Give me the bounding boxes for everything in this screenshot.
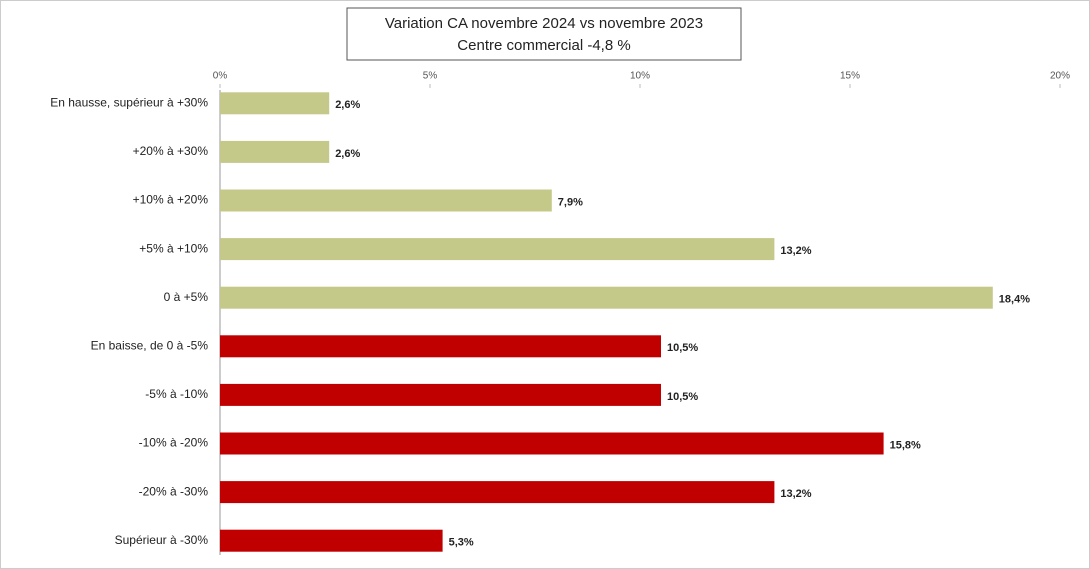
- y-tick-label: +20% à +30%: [133, 144, 209, 158]
- value-label: 2,6%: [335, 148, 360, 160]
- y-tick-label: En baisse, de 0 à -5%: [91, 338, 209, 352]
- value-label: 13,2%: [780, 245, 811, 257]
- y-tick-label: Supérieur à -30%: [115, 533, 209, 547]
- y-tick-label: -5% à -10%: [145, 387, 208, 401]
- bar: [220, 286, 993, 309]
- chart-subtitle: Centre commercial -4,8 %: [457, 37, 630, 54]
- y-tick-label: -20% à -30%: [139, 484, 209, 498]
- bar: [220, 335, 661, 358]
- title-box: [346, 7, 742, 61]
- x-tick-label: 15%: [840, 71, 860, 82]
- value-label: 13,2%: [780, 488, 811, 500]
- value-label: 15,8%: [890, 439, 921, 451]
- bar: [220, 140, 330, 163]
- bar: [220, 189, 552, 212]
- value-label: 10,5%: [667, 342, 698, 354]
- value-label: 18,4%: [999, 294, 1030, 306]
- bar: [220, 481, 775, 504]
- x-tick-label: 10%: [630, 71, 650, 82]
- bar: [220, 383, 661, 406]
- value-label: 7,9%: [558, 196, 583, 208]
- y-tick-label: -10% à -20%: [139, 436, 209, 450]
- bar: [220, 529, 443, 552]
- y-tick-label: 0 à +5%: [164, 290, 209, 304]
- value-label: 2,6%: [335, 99, 360, 111]
- bar: [220, 92, 330, 115]
- x-tick-label: 5%: [423, 71, 438, 82]
- y-tick-label: +10% à +20%: [133, 193, 209, 207]
- chart-title: Variation CA novembre 2024 vs novembre 2…: [385, 15, 703, 32]
- bar: [220, 238, 775, 261]
- x-tick-label: 0%: [213, 71, 228, 82]
- value-label: 10,5%: [667, 391, 698, 403]
- y-tick-label: En hausse, supérieur à +30%: [50, 95, 208, 109]
- value-label: 5,3%: [449, 537, 474, 549]
- y-tick-label: +5% à +10%: [139, 241, 208, 255]
- bar: [220, 432, 884, 455]
- x-tick-label: 20%: [1050, 71, 1070, 82]
